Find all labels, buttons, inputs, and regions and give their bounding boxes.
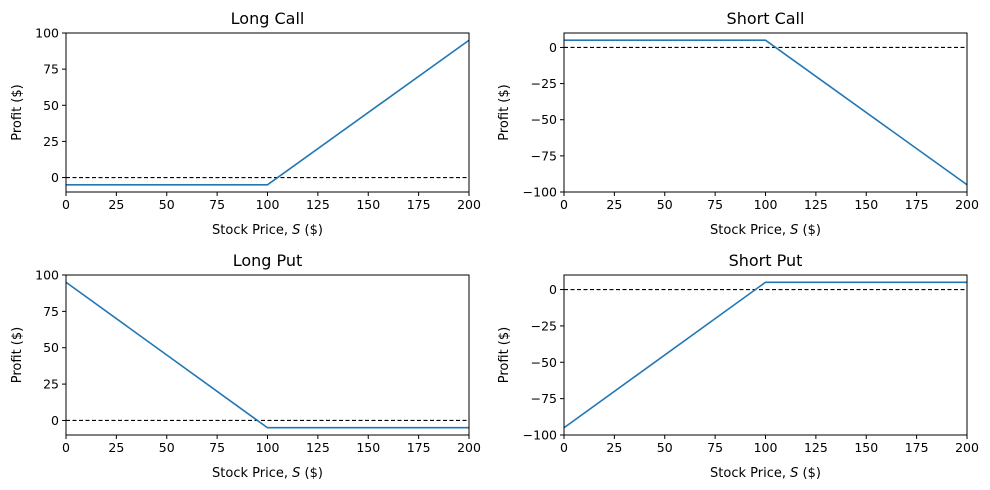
x-tick-label: 75: [707, 440, 723, 455]
x-tick-label: 50: [159, 440, 175, 455]
y-axis-label: Profit ($): [497, 327, 512, 383]
x-tick-label: 200: [457, 440, 481, 455]
x-tick-label: 175: [407, 440, 431, 455]
y-tick-label: −100: [523, 428, 557, 443]
y-axis-label: Profit ($): [10, 84, 25, 140]
x-tick-label: 125: [306, 440, 330, 455]
profit-line: [564, 39, 968, 186]
x-tick-label: 125: [804, 197, 828, 212]
y-axis-label: Profit ($): [497, 84, 512, 140]
x-tick-label: 25: [108, 197, 124, 212]
y-tick-label: 25: [43, 134, 59, 149]
x-tick-label: 150: [854, 440, 878, 455]
x-axis-label: Stock Price, S ($): [710, 223, 821, 238]
x-tick-label: 0: [560, 197, 568, 212]
subplot-long-put: 0 25 50 75 100 125 150 175 200 0 25 50 75 100 Long Put…: [10, 251, 481, 481]
profit-line: [65, 281, 469, 429]
x-axis-label: Stock Price, S ($): [710, 466, 821, 481]
x-tick-label: 0: [62, 440, 70, 455]
x-tick-label: 100: [754, 197, 778, 212]
chart-title: Long Call: [231, 9, 305, 28]
y-tick-label: −50: [531, 112, 557, 127]
axes-frame: [563, 274, 968, 436]
y-axis-label: Profit ($): [10, 327, 25, 383]
chart-title: Short Put: [729, 251, 803, 270]
y-tick-label: 0: [51, 170, 59, 185]
chart-title: Long Put: [233, 251, 303, 270]
axes-frame: [563, 32, 968, 193]
x-axis-label: Stock Price, S ($): [212, 223, 323, 238]
x-tick-label: 175: [407, 197, 431, 212]
x-tick-label: 75: [209, 440, 225, 455]
x-tick-label: 25: [606, 440, 622, 455]
y-tick-label: −50: [531, 355, 557, 370]
x-tick-label: 200: [457, 197, 481, 212]
y-tick-label: −25: [531, 76, 557, 91]
x-tick-label: 125: [306, 197, 330, 212]
profit-line: [563, 281, 967, 429]
y-tick-label: 50: [43, 98, 59, 113]
x-tick-label: 0: [62, 197, 70, 212]
x-tick-label: 50: [657, 440, 673, 455]
x-tick-label: 175: [905, 440, 929, 455]
y-tick-label: 100: [35, 268, 59, 283]
subplot-long-call: 0 25 50 75 100 125 150 175 200 0 25 50 75 100 Long Cal…: [10, 9, 481, 238]
x-tick-label: 200: [955, 440, 979, 455]
y-tick-label: −75: [531, 148, 557, 163]
x-tick-label: 125: [804, 440, 828, 455]
y-tick-label: −25: [531, 318, 557, 333]
x-tick-label: 150: [854, 197, 878, 212]
y-tick-label: 25: [43, 377, 59, 392]
x-tick-label: 0: [560, 440, 568, 455]
y-tick-label: 0: [549, 282, 557, 297]
x-axis-label: Stock Price, S ($): [212, 466, 323, 481]
x-tick-label: 25: [108, 440, 124, 455]
profit-line: [66, 39, 470, 186]
y-tick-label: −100: [523, 185, 557, 200]
chart-title: Short Call: [727, 9, 805, 28]
y-tick-label: 75: [43, 62, 59, 77]
x-tick-label: 50: [159, 197, 175, 212]
subplot-short-put: 0 25 50 75 100 125 150 175 200 −100 −75 −50 −25 0 Shor…: [497, 251, 979, 481]
x-tick-label: 150: [356, 197, 380, 212]
x-tick-label: 200: [955, 197, 979, 212]
y-tick-label: 0: [549, 40, 557, 55]
axes-frame: [65, 32, 470, 193]
x-tick-label: 150: [356, 440, 380, 455]
x-tick-label: 100: [754, 440, 778, 455]
x-tick-label: 25: [606, 197, 622, 212]
x-tick-label: 75: [209, 197, 225, 212]
y-tick-label: 75: [43, 304, 59, 319]
x-tick-label: 50: [657, 197, 673, 212]
y-tick-label: 50: [43, 340, 59, 355]
axes-frame: [65, 274, 470, 436]
x-tick-label: 100: [256, 197, 280, 212]
y-tick-label: 100: [35, 26, 59, 41]
x-tick-label: 75: [707, 197, 723, 212]
x-tick-label: 175: [905, 197, 929, 212]
subplot-short-call: 0 25 50 75 100 125 150 175 200 −100 −75 −50 −25 0 Shor…: [497, 9, 979, 238]
x-tick-label: 100: [256, 440, 280, 455]
y-tick-label: 0: [51, 413, 59, 428]
y-tick-label: −75: [531, 391, 557, 406]
